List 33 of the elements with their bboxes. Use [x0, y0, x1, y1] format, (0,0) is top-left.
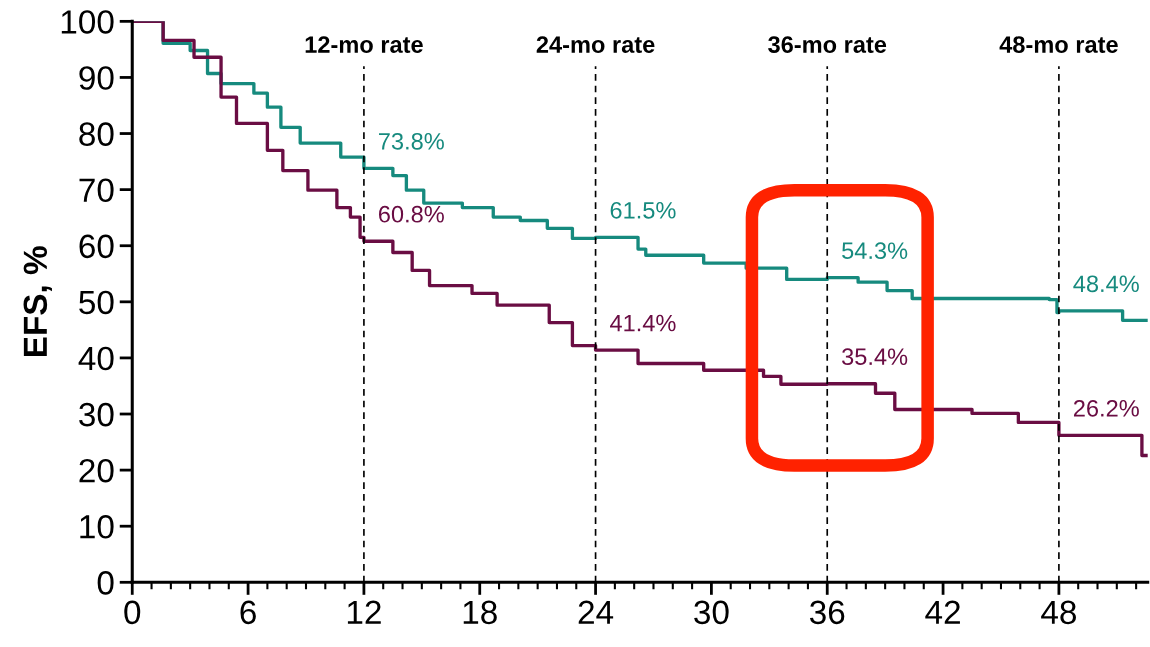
x-tick-label: 30: [694, 600, 729, 625]
y-tick-label: 60: [79, 234, 114, 259]
y-tick-label: 80: [79, 122, 114, 146]
ref-line-label: 12-mo rate: [305, 36, 423, 53]
y-tick-label: 40: [78, 346, 114, 371]
y-tick-label: 20: [79, 458, 114, 483]
y-tick-label: 0: [97, 571, 114, 595]
x-tick-label: 12: [347, 600, 381, 624]
y-tick-label: 70: [79, 178, 114, 203]
x-tick-label: 48: [1041, 600, 1076, 625]
y-tick-label: 90: [79, 66, 114, 90]
x-tick-label: 24: [578, 600, 614, 624]
annotation: 73.8%: [379, 132, 444, 150]
y-tick-label: 50: [79, 290, 114, 315]
annotation: 41.4%: [610, 314, 676, 332]
ref-line-label: 24-mo rate: [536, 36, 655, 53]
x-tick-label: 6: [240, 600, 256, 625]
x-tick-label: 36: [809, 600, 845, 625]
annotation: 35.4%: [842, 348, 908, 366]
ref-line-label: 36-mo rate: [768, 36, 887, 53]
ref-line-label: 48-mo rate: [999, 36, 1118, 53]
x-tick-label: 42: [925, 600, 960, 624]
annotation: 54.3%: [842, 242, 908, 260]
x-tick-label: 0: [124, 600, 141, 625]
x-tick-label: 18: [463, 600, 497, 625]
annotation: 48.4%: [1073, 275, 1139, 293]
annotation: 26.2%: [1073, 399, 1139, 417]
y-tick-label: 10: [80, 515, 114, 539]
y-tick-label: 30: [79, 402, 114, 427]
annotation: 60.8%: [379, 205, 444, 223]
annotation: 61.5%: [610, 201, 676, 219]
y-tick-label: 100: [61, 10, 114, 34]
y-axis-title: EFS, %: [23, 246, 52, 357]
